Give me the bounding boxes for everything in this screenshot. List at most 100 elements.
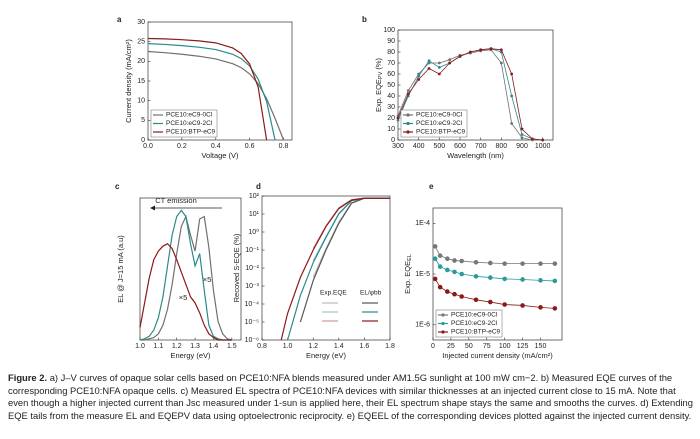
data-point: [520, 277, 525, 282]
x-axis-label: Energy (eV): [306, 351, 347, 360]
legend-label: PCE10:eC9-2Cl: [166, 120, 213, 127]
data-point: [510, 72, 514, 76]
data-point: [520, 133, 524, 136]
data-point: [396, 118, 400, 122]
legend-label: PCE10:BTP-eC9: [166, 129, 216, 136]
annotation: ×5: [179, 293, 188, 302]
data-point: [445, 267, 450, 273]
y-tick-label: 10: [137, 98, 145, 105]
data-point: [427, 59, 431, 63]
legend-label: PCE10:eC9-2Cl: [451, 320, 498, 327]
legend-label: PCE10:BTP-eC9: [416, 129, 466, 136]
y-axis-label: Exp. EQEPV (%): [374, 57, 384, 112]
series-line: [312, 197, 390, 278]
data-point: [499, 61, 503, 65]
x-tick-label: 0.8: [279, 143, 289, 150]
data-point: [530, 137, 534, 141]
series-line: [147, 50, 285, 141]
x-tick-label: 1.8: [385, 343, 395, 350]
data-point: [538, 305, 543, 310]
data-point: [459, 258, 464, 264]
y-tick-label: 25: [137, 39, 145, 46]
x-tick-label: 1.0: [283, 343, 293, 350]
data-point: [520, 127, 524, 131]
panel-letter: d: [256, 182, 261, 191]
x-tick-label: 0.6: [245, 143, 255, 150]
series-line: [139, 209, 232, 341]
x-tick-label: 50: [465, 343, 473, 350]
annotation: ×5: [203, 275, 212, 284]
x-tick-label: 150: [535, 343, 547, 350]
y-tick-label: 10⁻¹: [245, 247, 259, 254]
x-axis-label: Energy (eV): [170, 351, 211, 360]
annotation-arrowhead: [150, 205, 155, 211]
x-tick-label: 0: [431, 343, 435, 350]
x-tick-label: 125: [517, 343, 529, 350]
x-tick-label: 300: [392, 143, 404, 150]
y-tick-label: 0: [391, 137, 395, 144]
x-tick-label: 1.4: [209, 343, 219, 350]
y-tick-label: 20: [137, 58, 145, 65]
data-point: [552, 306, 558, 311]
legend-marker: [441, 313, 445, 317]
y-tick-label: 10⁻²: [245, 265, 259, 272]
legend-header: Exp.EQE: [320, 290, 347, 297]
data-point: [437, 284, 443, 290]
data-point: [459, 294, 464, 299]
y-tick-label: 15: [137, 78, 145, 85]
data-point: [473, 260, 479, 265]
plot-frame: [139, 197, 242, 341]
y-axis-label-sub: EL: [407, 254, 413, 261]
x-tick-label: 1.6: [360, 343, 370, 350]
legend-label: PCE10:BTP-eC9: [451, 329, 501, 336]
legend-label: PCE10:eC9-0Cl: [451, 312, 498, 319]
data-point: [520, 261, 525, 266]
y-tick-label: 1E-5: [415, 271, 430, 278]
legend-marker: [406, 121, 410, 126]
data-point: [538, 261, 543, 266]
data-point: [502, 261, 507, 266]
y-tick-label: 80: [387, 49, 395, 56]
legend-marker: [441, 321, 445, 326]
data-point: [520, 136, 524, 140]
y-tick-label: 70: [387, 60, 395, 67]
data-point: [432, 244, 438, 249]
y-tick-label: 100: [383, 27, 395, 34]
y-tick-label: 20: [387, 115, 395, 122]
plot-frame: [261, 195, 391, 341]
data-point: [396, 116, 400, 120]
data-point: [432, 276, 438, 282]
data-point: [552, 278, 558, 284]
data-point: [406, 92, 410, 96]
y-tick-label: 10⁰: [248, 228, 259, 236]
legend-label: PCE10:eC9-0Cl: [416, 112, 463, 119]
x-tick-label: 1.1: [153, 343, 163, 350]
legend-marker: [406, 130, 410, 134]
data-point: [552, 261, 558, 266]
series-line: [140, 214, 232, 341]
data-point: [502, 302, 507, 307]
y-axis-label: Recoved S-EQE (%): [232, 233, 241, 302]
data-point: [406, 89, 410, 92]
data-point: [499, 48, 503, 52]
y-tick-label: 1E-6: [415, 322, 430, 329]
figure: a 0.0 0.2 0.4 0.6 0.8 0 5 10 15 20 25 30 Voltage (V) C…: [115, 15, 563, 360]
y-tick-label: 10⁻⁶: [245, 337, 259, 344]
x-tick-label: 1.0: [135, 343, 145, 350]
legend-label: PCE10:eC9-2Cl: [416, 120, 463, 127]
x-tick-label: 800: [495, 143, 507, 150]
x-tick-label: 700: [475, 143, 487, 150]
x-axis-label: Voltage (V): [201, 151, 239, 160]
x-tick-label: 0.4: [211, 143, 221, 150]
x-tick-label: 400: [413, 143, 425, 150]
y-axis-label-main: Exp. EQE: [403, 261, 412, 294]
data-point: [445, 289, 450, 294]
x-tick-label: 25: [447, 343, 455, 350]
x-tick-label: 0.8: [257, 343, 267, 350]
data-point: [437, 264, 443, 269]
data-point: [452, 258, 457, 263]
series-line: [280, 197, 390, 341]
x-tick-label: 1.5: [227, 343, 237, 350]
legend-marker: [441, 330, 445, 334]
